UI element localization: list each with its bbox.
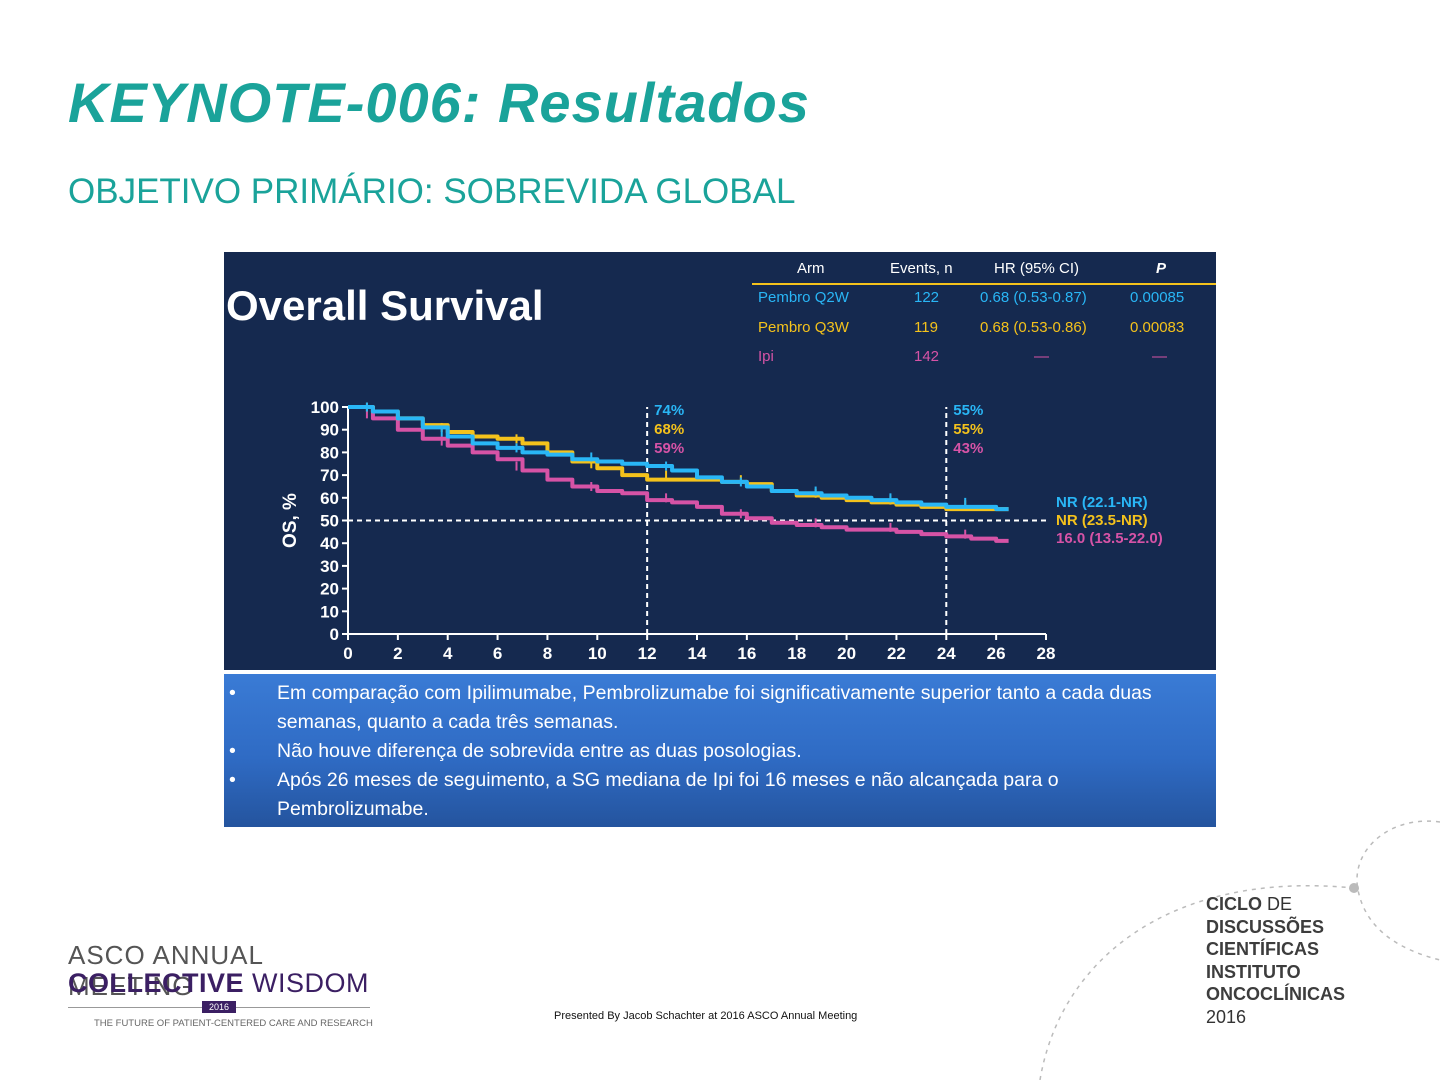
- table-cell-arm: Ipi: [758, 348, 774, 365]
- table-header-hr: HR (95% CI): [994, 260, 1080, 277]
- y-tick-label: 20: [320, 580, 339, 599]
- x-tick-label: 10: [588, 644, 607, 663]
- table-cell-hr: —: [1034, 348, 1049, 365]
- y-tick-label: 30: [320, 557, 339, 576]
- chart-title: Overall Survival: [226, 282, 544, 329]
- asco-logo-line2: COLLECTIVE WISDOM: [68, 968, 369, 999]
- table-header-events: Events, n: [890, 260, 953, 277]
- table-cell-events: 122: [914, 289, 940, 306]
- slide-subtitle: OBJETIVO PRIMÁRIO: SOBREVIDA GLOBAL: [68, 172, 796, 211]
- x-tick-label: 26: [987, 644, 1006, 663]
- x-tick-label: 4: [443, 644, 453, 663]
- ciclo-line: CIENTÍFICAS: [1206, 939, 1320, 959]
- ciclo-line: ONCOCLÍNICAS: [1206, 984, 1345, 1004]
- x-tick-label: 20: [837, 644, 856, 663]
- ciclo-line: 2016: [1206, 1006, 1247, 1027]
- median-label: NR (23.5-NR): [1056, 512, 1148, 529]
- x-tick-label: 18: [787, 644, 806, 663]
- landmark-label: 68%: [654, 421, 684, 438]
- asco-logo-tagline: THE FUTURE OF PATIENT-CENTERED CARE AND …: [94, 1018, 373, 1029]
- asco-logo-wisdom: WISDOM: [252, 968, 370, 998]
- decorative-arc-icon: [1039, 820, 1440, 1080]
- landmark-label: 59%: [654, 440, 684, 457]
- landmark-label: 55%: [953, 402, 983, 419]
- x-tick-label: 2: [393, 644, 402, 663]
- table-cell-p: —: [1152, 348, 1167, 365]
- landmark-label: 43%: [953, 440, 983, 457]
- y-tick-label: 10: [320, 602, 339, 621]
- x-tick-label: 12: [638, 644, 657, 663]
- km-plot: 0 2 4 6 8 10 12 14 16 18 20 22 24 26 28010203040506070…: [280, 398, 1163, 663]
- x-tick-label: 0: [343, 644, 352, 663]
- asco-logo: ASCO ANNUAL MEETING COLLECTIVE WISDOM 20…: [68, 940, 378, 1035]
- hazard-ratio-table: Arm Events, n HR (95% CI) P Pembro Q2W 1…: [752, 252, 1216, 372]
- table-cell-events: 142: [914, 348, 940, 365]
- ciclo-line: DISCUSSÕES: [1206, 916, 1325, 937]
- y-tick-label: 50: [320, 512, 339, 531]
- ciclo-line: INSTITUTO: [1206, 961, 1301, 982]
- y-tick-label: 100: [311, 398, 339, 417]
- x-tick-label: 24: [937, 644, 956, 663]
- slide-title: KEYNOTE-006: Resultados: [68, 71, 810, 134]
- table-cell-hr: 0.68 (0.53-0.86): [980, 319, 1087, 336]
- x-tick-label: 6: [493, 644, 502, 663]
- y-tick-label: 70: [320, 466, 339, 485]
- x-tick-label: 8: [543, 644, 552, 663]
- bullet-dot: •: [229, 769, 236, 791]
- table-cell-p: 0.00085: [1130, 289, 1185, 306]
- median-label: 16.0 (13.5-22.0): [1056, 530, 1163, 547]
- table-cell-arm: Pembro Q2W: [758, 289, 849, 306]
- ciclo-logo: CICLO DE DISCUSSÕES CIENTÍFICAS INSTITUTO ON…: [1206, 893, 1345, 1028]
- survival-figure: Overall Survival Arm Events, n HR (95% C…: [224, 252, 1216, 670]
- y-tick-label: 60: [320, 489, 339, 508]
- bullet-dot: •: [229, 682, 236, 704]
- summary-bullets: • Em comparação com Ipilimumabe, Pembroli…: [224, 674, 1216, 827]
- y-tick-label: 80: [320, 443, 339, 462]
- y-tick-label: 0: [330, 625, 339, 644]
- bullet-dot: •: [229, 740, 236, 762]
- landmark-label: 55%: [953, 421, 983, 438]
- asco-logo-line1: ASCO ANNUAL MEETING: [68, 940, 263, 1001]
- presented-by: Presented By Jacob Schachter at 2016 ASC…: [554, 1010, 858, 1022]
- bullet-text: Em comparação com Ipilimumabe, Pembroliz…: [277, 682, 1152, 733]
- asco-logo-collective: COLLECTIVE: [68, 968, 245, 998]
- x-tick-label: 22: [887, 644, 906, 663]
- table-header-arm: Arm: [797, 260, 825, 277]
- table-cell-arm: Pembro Q3W: [758, 319, 849, 336]
- y-axis-label: OS, %: [280, 493, 301, 548]
- table-cell-hr: 0.68 (0.53-0.87): [980, 289, 1087, 306]
- landmark-label: 74%: [654, 402, 684, 419]
- survival-curve: [348, 405, 1009, 543]
- table-cell-p: 0.00083: [1130, 319, 1185, 336]
- bullet-text: Não houve diferença de sobrevida entre a…: [277, 740, 802, 762]
- table-cell-events: 119: [914, 319, 938, 336]
- x-tick-label: 14: [688, 644, 707, 663]
- table-header-rule: [752, 283, 1216, 285]
- x-tick-label: 16: [737, 644, 756, 663]
- y-tick-label: 40: [320, 534, 339, 553]
- y-tick-label: 90: [320, 421, 339, 440]
- asco-logo-year: 2016: [202, 1001, 236, 1013]
- survival-curve: [348, 405, 1009, 512]
- median-label: NR (22.1-NR): [1056, 494, 1148, 511]
- table-header-p: P: [1156, 260, 1167, 277]
- x-tick-label: 28: [1037, 644, 1056, 663]
- ciclo-line: CICLO DE: [1206, 894, 1293, 914]
- bullet-text: Após 26 meses de seguimento, a SG median…: [277, 769, 1059, 820]
- survival-curve: [348, 405, 1009, 512]
